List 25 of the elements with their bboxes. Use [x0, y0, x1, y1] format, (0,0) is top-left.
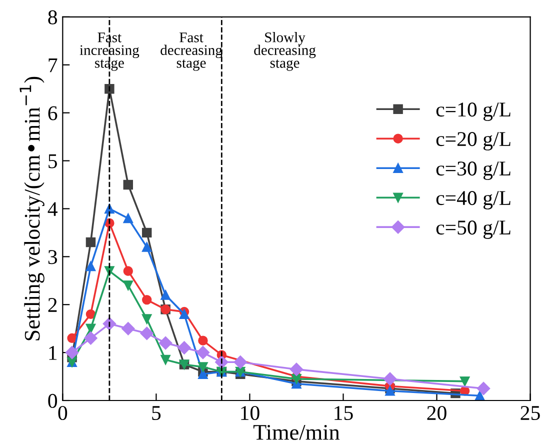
y-tick-label: 3	[48, 250, 57, 264]
y-tick-label: 1	[49, 346, 57, 360]
annotation: Slowly decreasing stage	[254, 32, 316, 71]
x-tick-label: 10	[241, 406, 260, 420]
legend-label: c=20 g/L	[436, 132, 510, 150]
y-axis-title: Settling velocity/(cm•min$^{−1}$)	[20, 76, 44, 340]
legend-label: c=10 g/L	[436, 102, 510, 121]
legend-label: c=40 g/L	[436, 191, 510, 210]
y-tick-label: 7	[48, 58, 58, 72]
y-tick-label: 4	[48, 202, 58, 216]
x-axis-title: Time/min	[253, 424, 340, 440]
y-tick-label: 5	[48, 154, 57, 168]
y-tick-label: 8	[48, 10, 58, 24]
x-tick-label: 15	[334, 406, 353, 420]
x-tick-label: 0	[58, 406, 68, 420]
annotation: Fast increasing stage	[80, 32, 140, 71]
y-tick-label: 2	[48, 298, 57, 312]
annotation: Fast decreasing stage	[160, 32, 222, 71]
legend-label: c=30 g/L	[436, 162, 510, 180]
x-tick-label: 5	[152, 406, 161, 420]
x-tick-label: 20	[427, 406, 446, 420]
y-tick-label: 0	[48, 394, 58, 408]
legend-label: c=50 g/L	[436, 220, 510, 239]
x-tick-label: 25	[520, 406, 540, 420]
y-tick-label: 6	[48, 106, 58, 120]
